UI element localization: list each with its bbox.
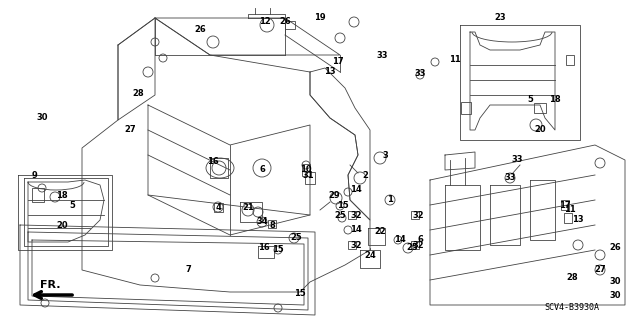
Text: 26: 26	[194, 26, 206, 34]
Text: 34: 34	[256, 218, 268, 226]
Text: 24: 24	[364, 250, 376, 259]
Bar	[285, 21, 295, 29]
Text: 19: 19	[314, 13, 326, 23]
Text: 5: 5	[527, 95, 533, 105]
Bar	[461, 102, 471, 114]
Text: 32: 32	[350, 211, 362, 219]
Text: 20: 20	[534, 125, 546, 135]
Text: 13: 13	[324, 68, 336, 77]
Text: 30: 30	[36, 114, 48, 122]
Bar	[564, 213, 572, 223]
Text: 15: 15	[337, 201, 349, 210]
Text: 4: 4	[215, 204, 221, 212]
Text: 25: 25	[334, 211, 346, 219]
Text: 30: 30	[609, 278, 621, 286]
Text: 32: 32	[412, 211, 424, 219]
Text: 33: 33	[414, 69, 426, 78]
Text: 20: 20	[56, 220, 68, 229]
Text: 14: 14	[350, 186, 362, 195]
Text: 33: 33	[504, 174, 516, 182]
Text: 17: 17	[559, 201, 571, 210]
Text: 33: 33	[376, 50, 388, 60]
Bar	[411, 211, 419, 219]
Text: 11: 11	[449, 56, 461, 64]
Text: SCV4-B3930A: SCV4-B3930A	[545, 303, 600, 313]
Text: 25: 25	[406, 243, 418, 253]
Text: 30: 30	[609, 291, 621, 300]
Text: 17: 17	[332, 57, 344, 66]
Text: 5: 5	[69, 201, 75, 210]
Text: 21: 21	[242, 204, 254, 212]
Text: 12: 12	[259, 18, 271, 26]
Bar	[348, 211, 356, 219]
Bar	[305, 172, 315, 184]
Text: 15: 15	[272, 246, 284, 255]
Text: 18: 18	[549, 95, 561, 105]
Text: 8: 8	[269, 220, 275, 229]
Text: 33: 33	[511, 155, 523, 165]
Text: 6: 6	[259, 166, 265, 174]
Text: 14: 14	[394, 235, 406, 244]
Text: 22: 22	[374, 227, 386, 236]
Bar	[348, 241, 356, 249]
Text: 18: 18	[56, 190, 68, 199]
Text: 28: 28	[132, 88, 144, 98]
Text: 3: 3	[382, 151, 388, 160]
Text: 31: 31	[302, 170, 314, 180]
Text: 9: 9	[31, 170, 37, 180]
Text: 11: 11	[564, 205, 576, 214]
Text: 13: 13	[572, 216, 584, 225]
Text: 7: 7	[185, 265, 191, 275]
Bar	[561, 200, 569, 210]
Text: 15: 15	[294, 288, 306, 298]
Text: 28: 28	[566, 273, 578, 283]
Bar	[268, 220, 276, 228]
Bar	[302, 164, 310, 176]
Text: 2: 2	[362, 170, 368, 180]
Bar	[411, 241, 419, 249]
Bar	[534, 103, 546, 113]
Text: 6: 6	[417, 235, 423, 244]
Text: 29: 29	[328, 191, 340, 201]
Bar	[32, 188, 44, 202]
Text: FR.: FR.	[40, 280, 60, 290]
Text: 32: 32	[350, 241, 362, 249]
Text: 16: 16	[207, 158, 219, 167]
Text: 26: 26	[279, 18, 291, 26]
Text: 1: 1	[387, 196, 393, 204]
Bar	[214, 203, 223, 211]
Text: 25: 25	[290, 234, 302, 242]
Text: 16: 16	[258, 243, 270, 253]
Text: 26: 26	[609, 243, 621, 253]
Text: 27: 27	[594, 265, 606, 275]
Text: 10: 10	[300, 166, 312, 174]
Text: 32: 32	[412, 241, 424, 249]
Bar	[566, 55, 574, 65]
Text: 14: 14	[350, 226, 362, 234]
Text: 27: 27	[124, 125, 136, 135]
Text: 23: 23	[494, 13, 506, 23]
